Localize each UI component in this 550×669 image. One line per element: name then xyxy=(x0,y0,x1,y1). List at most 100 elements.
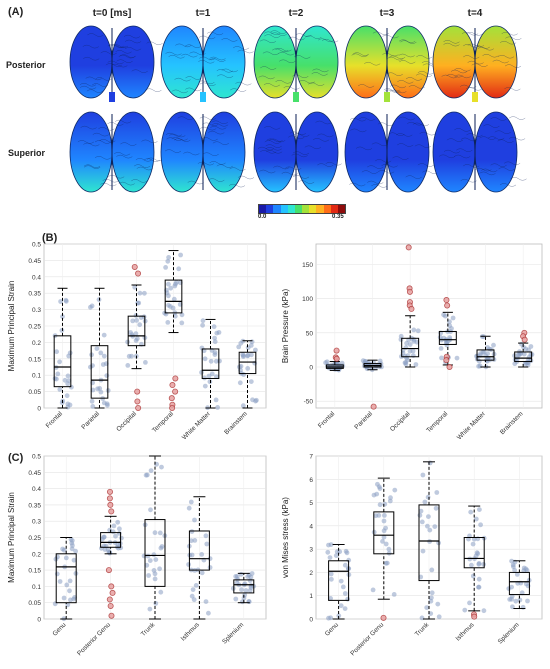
gyrus xyxy=(100,51,117,55)
data-point xyxy=(137,290,143,296)
brain-posterior-4 xyxy=(432,25,522,102)
gyrus xyxy=(278,51,295,56)
data-point xyxy=(119,535,124,541)
data-point xyxy=(380,539,385,544)
gyrus xyxy=(490,117,507,121)
data-point xyxy=(241,353,246,358)
gyrus xyxy=(292,151,310,155)
data-point xyxy=(513,598,519,604)
brainstem xyxy=(384,92,390,102)
box-temporal xyxy=(162,250,185,411)
gyrus xyxy=(355,146,373,151)
gyrus xyxy=(174,77,191,82)
y-tick-label: 0.5 xyxy=(32,242,41,249)
outlier-point xyxy=(108,583,115,590)
data-point xyxy=(54,571,60,577)
data-point xyxy=(113,533,118,539)
data-point xyxy=(168,285,174,291)
data-point xyxy=(384,560,390,566)
box-iqr xyxy=(144,519,166,587)
gyrus xyxy=(475,167,492,172)
data-point xyxy=(52,376,58,381)
gyrus xyxy=(349,182,366,187)
data-point xyxy=(148,507,153,513)
outlier-point xyxy=(109,589,116,596)
gyrus xyxy=(115,50,132,54)
gyrus xyxy=(407,121,424,126)
gyrus xyxy=(99,139,116,143)
data-point xyxy=(427,527,433,533)
gyrus xyxy=(294,55,311,59)
gyrus xyxy=(497,54,515,59)
gyrus xyxy=(230,88,247,92)
data-point xyxy=(480,349,486,355)
gyrus xyxy=(199,116,216,121)
box-brainstem xyxy=(236,338,259,409)
data-point xyxy=(342,606,348,611)
data-point xyxy=(67,588,72,594)
gyrus xyxy=(375,159,392,163)
data-point xyxy=(202,356,208,362)
brain-superior-2 xyxy=(253,111,342,193)
data-point xyxy=(432,524,438,529)
box-iqr xyxy=(514,351,533,363)
y-tick-label: 0.1 xyxy=(32,373,41,380)
data-point xyxy=(157,566,163,572)
y-tick-label: 0.05 xyxy=(28,389,41,396)
data-point xyxy=(189,552,195,558)
data-point xyxy=(523,566,529,572)
outlier-point xyxy=(405,244,412,251)
data-point xyxy=(376,484,382,490)
outlier-point xyxy=(370,403,377,410)
box-iqr xyxy=(127,315,146,347)
box-occipital xyxy=(125,263,148,411)
data-point xyxy=(419,519,425,525)
data-point xyxy=(528,344,534,349)
box-iqr xyxy=(363,363,382,368)
gyrus xyxy=(87,33,104,37)
data-point xyxy=(245,352,251,358)
data-point xyxy=(55,371,61,377)
box-iqr xyxy=(201,348,220,379)
data-point xyxy=(447,335,453,340)
data-point xyxy=(382,501,388,507)
data-point xyxy=(370,587,376,593)
data-point xyxy=(144,472,150,478)
outlier-point xyxy=(471,613,478,620)
data-point xyxy=(233,574,239,579)
x-tick-label: Brainstem xyxy=(223,410,249,436)
data-point xyxy=(186,562,192,567)
gyrus xyxy=(463,44,480,48)
gyrus xyxy=(259,169,276,174)
gyrus xyxy=(210,125,227,130)
data-point xyxy=(506,586,512,591)
gyrus xyxy=(197,161,215,166)
data-point xyxy=(134,318,140,323)
data-point xyxy=(377,502,383,508)
gyrus xyxy=(463,164,480,168)
y-tick-label: 0 xyxy=(37,406,41,413)
y-tick-label: 150 xyxy=(302,262,313,269)
gyrus xyxy=(414,144,432,148)
gyrus xyxy=(288,36,305,41)
data-point xyxy=(514,572,520,577)
gyrus xyxy=(388,132,405,136)
data-point xyxy=(162,310,168,316)
gyrus xyxy=(135,158,153,162)
gyrus xyxy=(416,55,433,59)
gyrus xyxy=(504,87,521,91)
gyrus xyxy=(183,151,200,156)
data-point xyxy=(248,379,254,384)
data-point xyxy=(143,360,148,365)
box-white-matter xyxy=(474,334,497,370)
data-point xyxy=(420,472,426,478)
data-point xyxy=(63,555,69,561)
colorbar xyxy=(258,204,346,214)
gyrus xyxy=(202,152,219,156)
y-tick-label: 100 xyxy=(302,296,313,303)
hemisphere-left xyxy=(253,25,297,99)
gyrus xyxy=(131,179,148,183)
gyrus xyxy=(388,55,406,60)
data-point xyxy=(199,370,204,375)
data-point xyxy=(68,597,73,603)
